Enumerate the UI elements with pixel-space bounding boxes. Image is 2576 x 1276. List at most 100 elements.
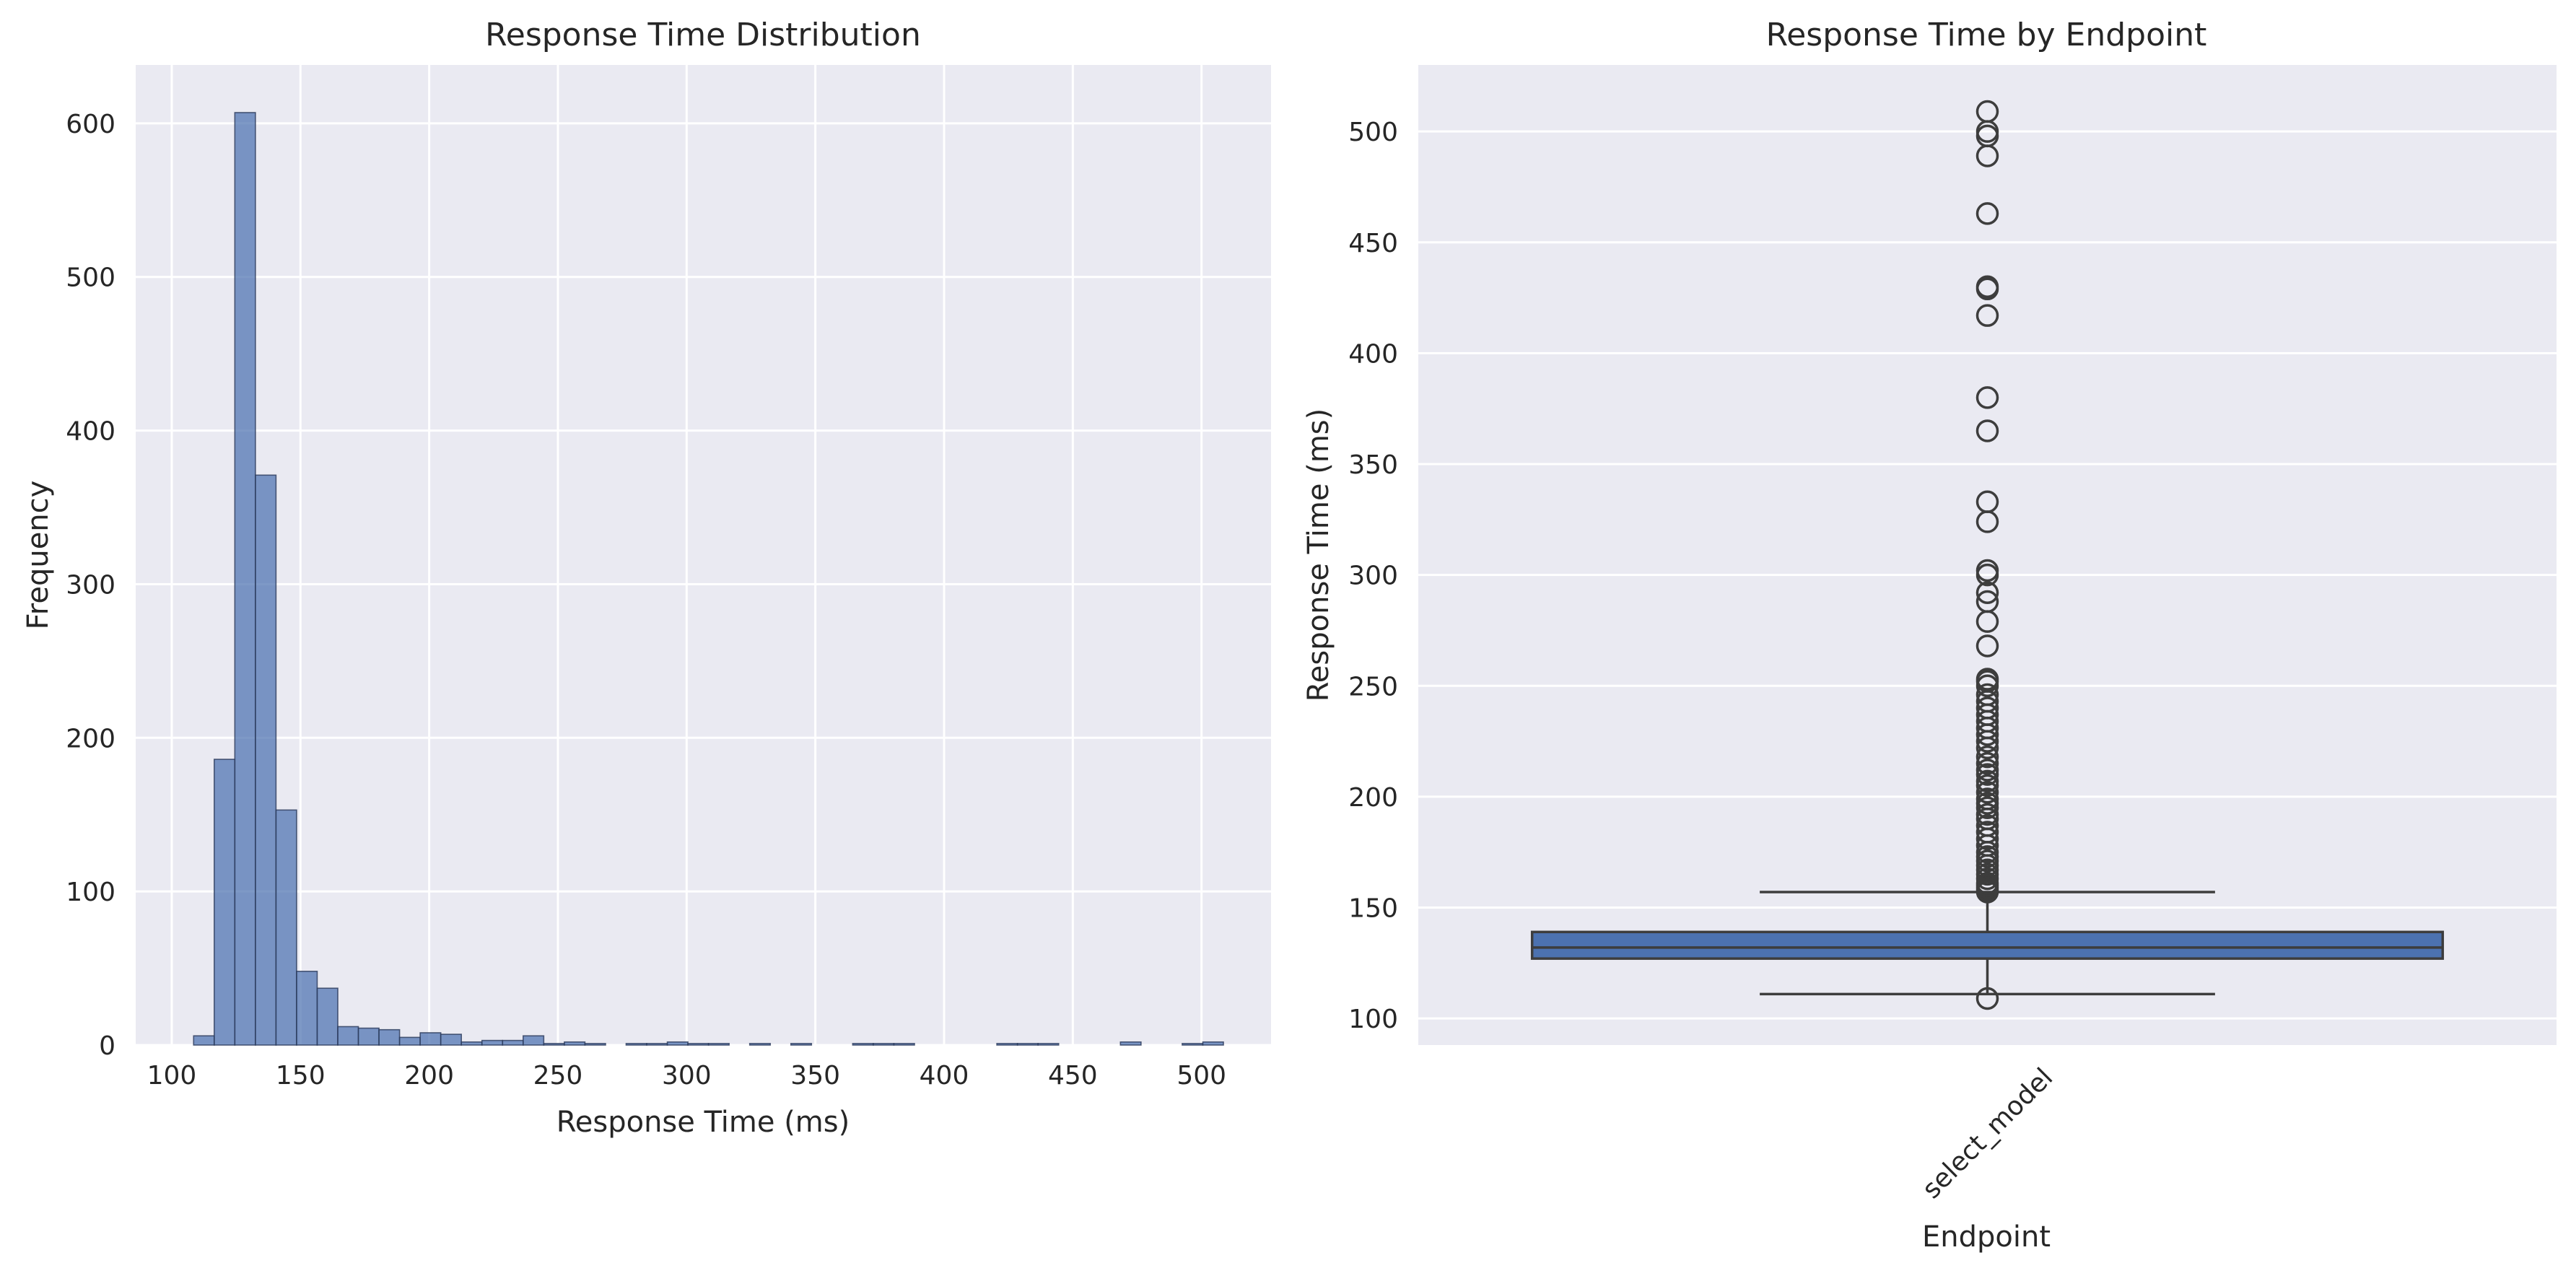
- histogram-bar: [687, 1043, 710, 1046]
- histogram-bar: [625, 1043, 647, 1046]
- histogram-y-axis-label: Frequency: [22, 481, 55, 630]
- boxplot-outlier-point: [1975, 202, 1999, 225]
- boxplot-y-axis-label: Response Time (ms): [1302, 408, 1335, 702]
- histogram-bar: [564, 1041, 586, 1046]
- boxplot-outlier-point: [1975, 668, 1999, 691]
- histogram-y-ticks: 0 100 200 300 400 500 600: [66, 110, 115, 1061]
- boxplot-outlier-point: [1975, 634, 1999, 657]
- boxplot-y-tick-label: 150: [1348, 894, 1398, 924]
- histogram-y-tick-label: 200: [66, 724, 115, 753]
- histogram-bar: [996, 1043, 1018, 1046]
- boxplot-outlier-point: [1975, 683, 1999, 707]
- boxplot-outlier-point: [1975, 745, 1999, 769]
- histogram-x-tick-label: 450: [1048, 1061, 1098, 1091]
- histogram-bar: [1016, 1043, 1039, 1046]
- histogram-x-tick-label: 200: [404, 1061, 454, 1091]
- boxplot-chart: 100 150 200 250 300 350 400 450 500 select_model…: [1302, 17, 2557, 1254]
- histogram-bar: [1182, 1043, 1204, 1046]
- boxplot-y-tick-label: 450: [1348, 229, 1398, 258]
- histogram-bar: [502, 1039, 524, 1046]
- histogram-bar: [460, 1041, 483, 1046]
- boxplot-x-tick-label: select_model: [1917, 1062, 2059, 1205]
- boxplot-outlier-point: [1975, 386, 1999, 409]
- histogram-plot-area: [136, 65, 1271, 1045]
- histogram-y-tick-label: 600: [66, 110, 115, 139]
- boxplot-outliers: [1975, 100, 1999, 1010]
- histogram-y-tick-label: 100: [66, 878, 115, 907]
- histogram-chart: 100 150 200 250 300 350 400 450 500 0 100 200 300 40…: [22, 17, 1271, 1139]
- boxplot-body: [1530, 891, 2445, 996]
- histogram-bar: [481, 1039, 504, 1046]
- histogram-bar: [707, 1043, 730, 1046]
- histogram-y-tick-label: 300: [66, 570, 115, 600]
- histogram-bar: [440, 1034, 463, 1046]
- boxplot-outlier-point: [1975, 759, 1999, 782]
- histogram-bar: [748, 1043, 772, 1046]
- histogram-y-tick-label: 500: [66, 263, 115, 293]
- boxplot-outlier-point: [1975, 581, 1999, 604]
- boxplot-outlier-point: [1975, 803, 1999, 826]
- histogram-bar: [193, 1035, 215, 1046]
- boxplot-x-axis-label: Endpoint: [1922, 1220, 2051, 1254]
- boxplot-box: [1530, 930, 2445, 960]
- histogram-bar: [213, 759, 236, 1046]
- histogram-bar: [790, 1043, 813, 1046]
- histogram-bar: [646, 1043, 668, 1046]
- boxplot-outlier-point: [1975, 419, 1999, 442]
- histogram-bar: [378, 1028, 401, 1046]
- boxplot-y-tick-label: 350: [1348, 450, 1398, 480]
- boxplot-outlier-point: [1975, 490, 1999, 514]
- boxplot-outlier-point: [1975, 987, 1999, 1010]
- histogram-x-axis-label: Response Time (ms): [556, 1106, 850, 1139]
- histogram-x-tick-label: 250: [533, 1061, 583, 1091]
- histogram-bar: [419, 1032, 442, 1046]
- histogram-title: Response Time Distribution: [485, 17, 921, 53]
- boxplot-outlier-point: [1975, 769, 1999, 793]
- boxplot-y-ticks: 100 150 200 250 300 350 400 450 500: [1348, 118, 1398, 1034]
- histogram-x-tick-label: 350: [790, 1061, 840, 1091]
- histogram-y-tick-label: 400: [66, 417, 115, 447]
- histogram-x-tick-label: 150: [276, 1061, 326, 1091]
- boxplot-outlier-point: [1975, 752, 1999, 775]
- boxplot-outlier-point: [1975, 814, 1999, 837]
- histogram-bar: [1202, 1041, 1224, 1046]
- histogram-bar: [275, 809, 297, 1046]
- boxplot-outlier-point: [1975, 559, 1999, 582]
- boxplot-outlier-point: [1975, 780, 1999, 804]
- boxplot-title: Response Time by Endpoint: [1766, 17, 2207, 53]
- histogram-x-tick-label: 400: [920, 1061, 969, 1091]
- boxplot-y-tick-label: 200: [1348, 783, 1398, 813]
- boxplot-y-tick-label: 400: [1348, 339, 1398, 369]
- histogram-bars: [193, 112, 1224, 1046]
- boxplot-outlier-point: [1975, 275, 1999, 298]
- boxplot-outlier-point: [1975, 100, 1999, 123]
- histogram-bar: [337, 1026, 359, 1046]
- boxplot-outlier-point: [1975, 696, 1999, 720]
- histogram-grid: [136, 65, 1271, 1046]
- histogram-bar: [1119, 1041, 1142, 1046]
- histogram-bar: [873, 1043, 895, 1046]
- histogram-bar: [255, 474, 277, 1046]
- histogram-x-ticks: 100 150 200 250 300 350 400 450 500: [147, 1061, 1226, 1091]
- histogram-x-tick-label: 300: [662, 1061, 712, 1091]
- boxplot-outlier-point: [1975, 787, 1999, 810]
- histogram-x-tick-label: 100: [147, 1061, 197, 1091]
- histogram-bar: [357, 1027, 380, 1046]
- histogram-y-tick-label: 0: [99, 1031, 115, 1061]
- boxplot-outlier-point: [1975, 821, 1999, 844]
- histogram-bar: [666, 1041, 689, 1046]
- boxplot-y-tick-label: 500: [1348, 118, 1398, 147]
- histogram-bar: [316, 987, 339, 1046]
- histogram-bar: [893, 1043, 915, 1046]
- histogram-bar: [296, 971, 318, 1046]
- histogram-bar: [584, 1043, 606, 1046]
- boxplot-y-tick-label: 100: [1348, 1005, 1398, 1034]
- boxplot-y-tick-label: 300: [1348, 561, 1398, 591]
- boxplot-y-tick-label: 250: [1348, 672, 1398, 702]
- boxplot-outlier-point: [1975, 304, 1999, 327]
- histogram-bar: [852, 1043, 874, 1046]
- histogram-bar: [398, 1036, 421, 1046]
- histogram-bar: [543, 1043, 565, 1046]
- histogram-bar: [1037, 1043, 1060, 1046]
- boxplot-outlier-point: [1975, 590, 1999, 613]
